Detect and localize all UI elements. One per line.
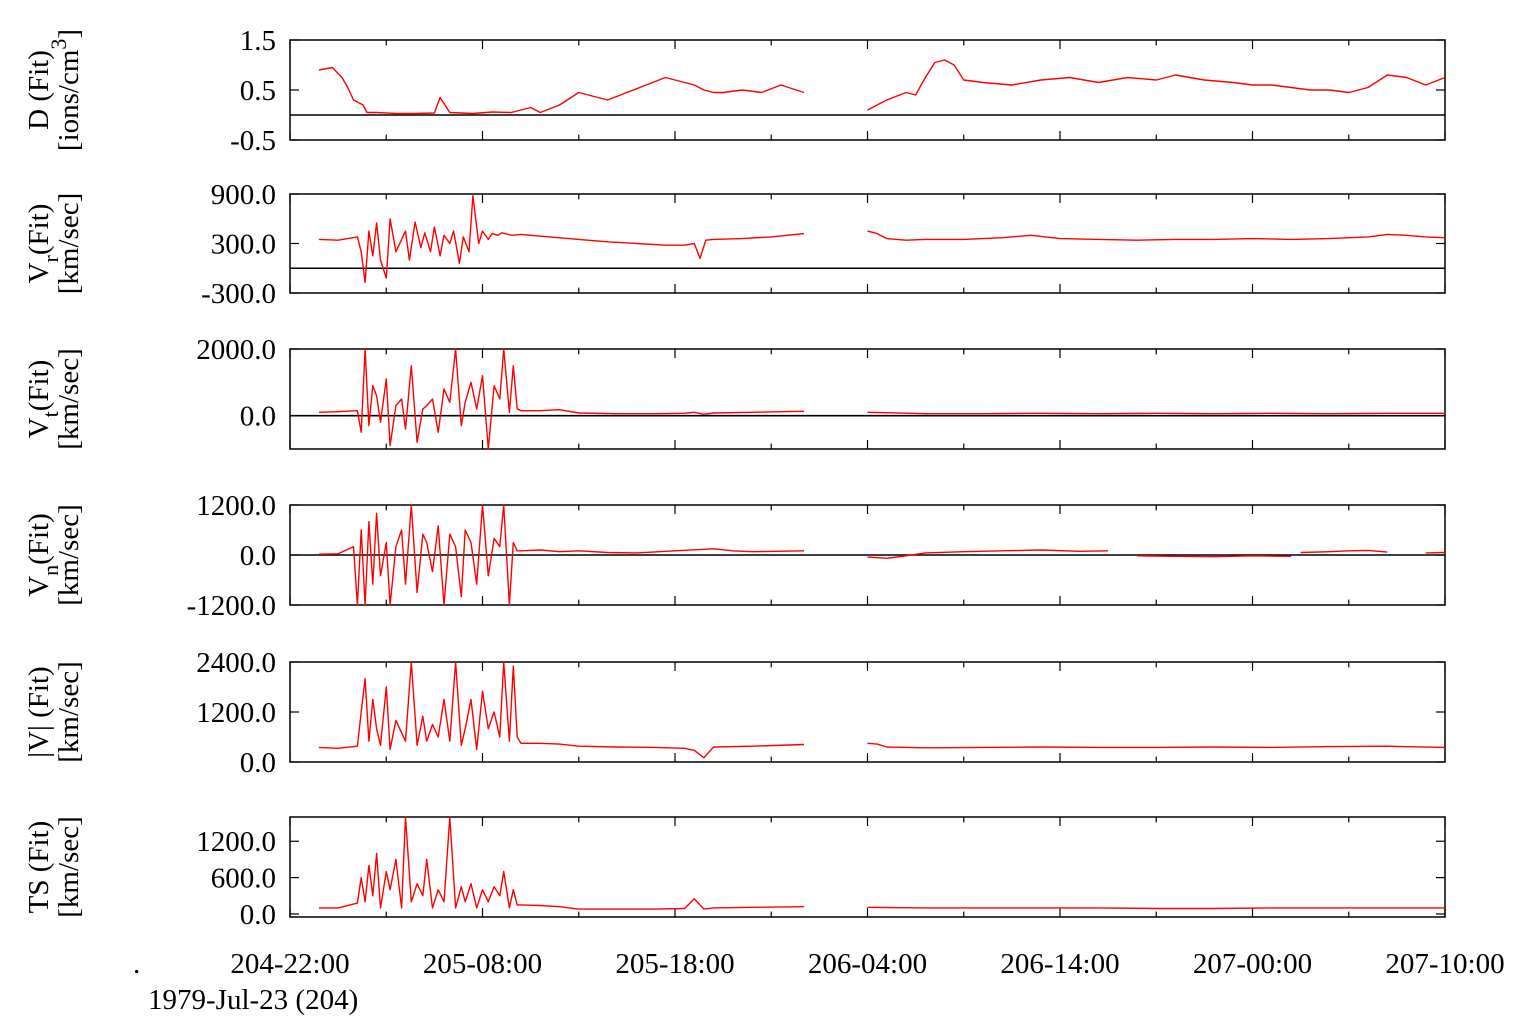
data-trace-vn-2 (1136, 555, 1292, 558)
y-tick-label: 2400.0 (196, 647, 276, 679)
x-tick-label: 204-22:00 (230, 948, 349, 980)
y-tick-label: 1200.0 (196, 697, 276, 729)
panel-vr: -300.0 300.0 900.0 Vr(Fit)[km/sec] (23, 179, 1446, 310)
y-tick-label: 1200.0 (196, 826, 276, 858)
panel-vn: -1200.0 0.0 1200.0 Vn(Fit)[km/sec] (23, 490, 1446, 622)
data-trace-vt-0 (318, 348, 805, 450)
data-trace-density-0 (318, 66, 805, 115)
x-tick-label: 206-04:00 (808, 948, 927, 980)
panel-ts: 0.0 600.0 1200.0 TS (Fit)[km/sec] (23, 816, 1446, 931)
y-axis-label-unit: [km/sec] (53, 504, 85, 605)
y-axis-label-main: Vt(Fit) (23, 360, 63, 439)
date-label: 1979-Jul-23 (204) (148, 984, 358, 1016)
data-trace-vmag-1 (867, 742, 1446, 749)
data-trace-ts-0 (318, 816, 805, 910)
panel-density: -0.5 0.5 1.5 D (Fit)[ions/cm3] (23, 25, 1446, 157)
y-axis-label: Vr(Fit)[km/sec] (23, 193, 85, 294)
data-trace-vn-1 (867, 549, 1109, 559)
y-axis-label: TS (Fit)[km/sec] (23, 816, 85, 917)
data-trace-vmag-0 (318, 661, 805, 759)
data-trace-density-1 (867, 59, 1446, 111)
y-tick-label: 0.0 (240, 899, 276, 931)
x-tick-label: 205-08:00 (423, 948, 542, 980)
data-trace-ts-1 (867, 906, 1445, 910)
y-tick-label: 1200.0 (196, 490, 276, 522)
y-axis-label-main: D (Fit) (23, 50, 55, 130)
y-tick-label: 2000.0 (196, 334, 276, 366)
panel-vt: 0.0 2000.0 Vt(Fit)[km/sec] (23, 334, 1446, 450)
date-label-prefix: . (133, 948, 140, 980)
y-tick-label: -1200.0 (187, 590, 276, 622)
x-tick-label: 207-10:00 (1385, 948, 1504, 980)
panel-frame (289, 39, 1446, 141)
y-axis-label-unit: [km/sec] (53, 348, 85, 449)
y-axis-label: D (Fit)[ions/cm3] (23, 29, 85, 151)
panel-frame (289, 348, 1446, 450)
y-tick-label: 1.5 (240, 25, 276, 57)
y-axis-label-unit: [km/sec] (53, 661, 85, 762)
y-tick-label: -300.0 (201, 278, 276, 310)
y-axis-label: Vt(Fit)[km/sec] (23, 348, 85, 449)
y-axis-label: Vn(Fit)[km/sec] (23, 504, 85, 605)
panel-frame (289, 193, 1446, 294)
y-tick-label: 0.0 (240, 747, 276, 779)
y-tick-label: 600.0 (211, 863, 276, 895)
y-axis-label: |V| (Fit)[km/sec] (23, 661, 85, 762)
data-trace-vt-1 (867, 411, 1445, 415)
panel-frame (289, 816, 1446, 918)
y-axis-label-unit: [km/sec] (53, 193, 85, 294)
y-tick-label: 0.0 (240, 540, 276, 572)
y-tick-label: 0.5 (240, 75, 276, 107)
panel-vmag: 0.0 1200.0 2400.0 |V| (Fit)[km/sec] (23, 647, 1446, 779)
y-axis-label-main: Vr(Fit) (23, 204, 63, 284)
y-axis-label-main: |V| (Fit) (23, 666, 55, 757)
data-trace-vn-0 (318, 504, 805, 606)
y-tick-label: -0.5 (230, 125, 276, 157)
y-axis-label-main: TS (Fit) (23, 821, 55, 914)
x-tick-label: 206-14:00 (1000, 948, 1119, 980)
y-tick-label: 300.0 (211, 229, 276, 261)
y-axis-label-unit: [km/sec] (53, 816, 85, 917)
data-trace-vn-3 (1300, 549, 1388, 554)
y-axis-label-unit: [ions/cm3] (46, 29, 85, 151)
y-tick-label: 0.0 (240, 401, 276, 433)
y-tick-label: 900.0 (211, 179, 276, 211)
x-tick-label: 207-00:00 (1193, 948, 1312, 980)
data-trace-vr-1 (867, 230, 1446, 241)
x-tick-label: 205-18:00 (615, 948, 734, 980)
y-axis-label-main: Vn(Fit) (23, 513, 63, 597)
data-trace-vr-0 (318, 194, 805, 283)
